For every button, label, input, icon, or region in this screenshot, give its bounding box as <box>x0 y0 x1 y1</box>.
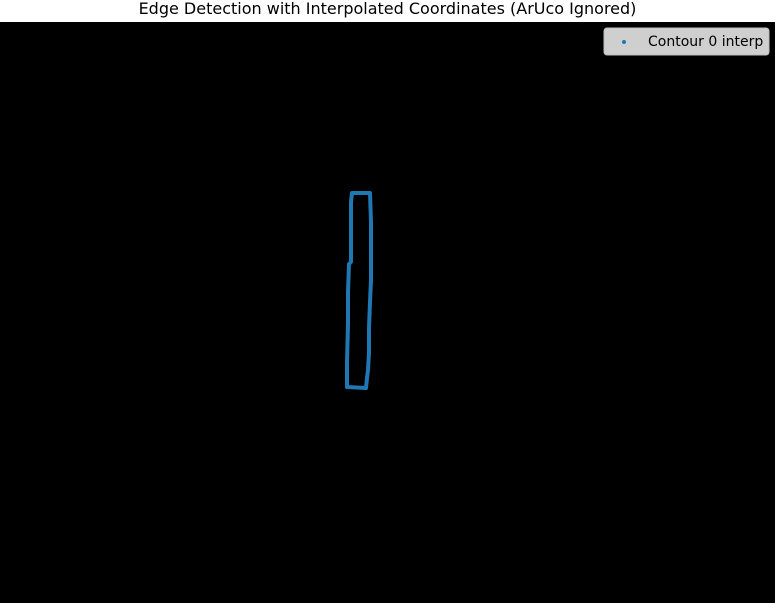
legend-marker-icon <box>622 40 626 44</box>
series-layer <box>345 191 373 390</box>
legend-label: Contour 0 interp <box>648 34 763 50</box>
image-background <box>0 22 775 603</box>
legend-box <box>603 27 770 56</box>
chart-title: Edge Detection with Interpolated Coordin… <box>138 0 637 18</box>
legend: Contour 0 interp <box>603 27 770 56</box>
plot-area: Contour 0 interp <box>0 22 775 603</box>
contour-chart: Contour 0 interp <box>0 22 775 603</box>
contour-series-0 <box>345 191 373 390</box>
